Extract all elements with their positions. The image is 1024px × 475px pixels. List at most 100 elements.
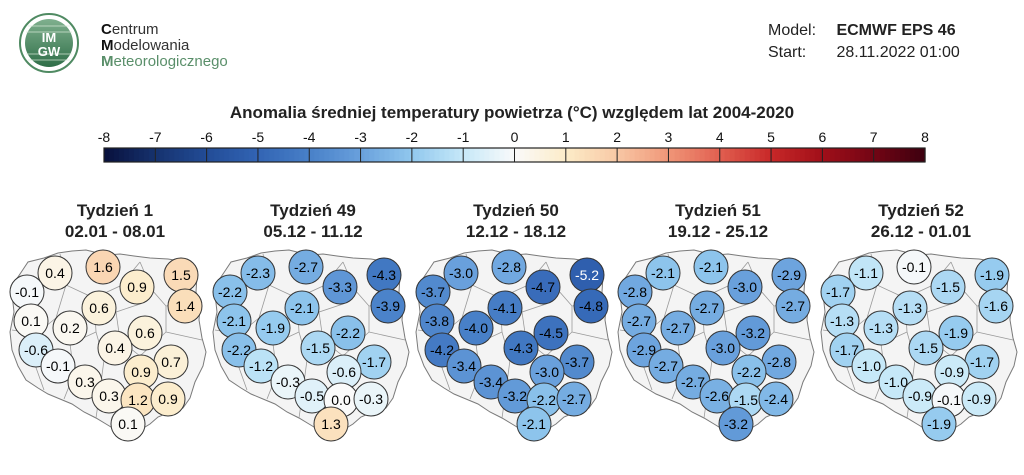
region-value-label: 0.1 — [21, 313, 41, 329]
region-circle — [255, 310, 291, 346]
chart-title: Anomalia średniej temperatury powietrza … — [229, 103, 795, 122]
region-circle — [758, 381, 794, 417]
region-value-label: -2.2 — [737, 364, 761, 380]
region-value-label: 1.6 — [93, 259, 113, 275]
region-circle — [896, 249, 932, 285]
region-value-label: 0.9 — [158, 391, 178, 407]
region-value-label: -3.2 — [503, 388, 527, 404]
colorbar: -8 -7 -6 -5 -4 -3 -2 -1 0 1 2 3 4 5 6 7 8 — [98, 129, 929, 163]
region-border — [976, 331, 1014, 341]
region-circle — [119, 269, 155, 305]
region-value-label: -1.9 — [944, 325, 968, 341]
region-circle — [908, 330, 944, 366]
region-circle — [660, 310, 696, 346]
map-panel-week-5: -1.1 -0.1 -1.9-1.7 -1.5-1.3 -1.6-1.3 -1.3 -1.9… — [820, 249, 1018, 442]
region-circle — [97, 330, 133, 366]
region-value-label: 0.3 — [75, 374, 95, 390]
colorbar-tick-label: 2 — [613, 129, 621, 145]
region-circle — [775, 288, 811, 324]
region-value-label: 0.2 — [60, 320, 80, 336]
region-value-label: -1.1 — [854, 265, 878, 281]
region-value-label: -0.9 — [908, 388, 932, 404]
region-value-label: -4.8 — [579, 298, 603, 314]
colorbar-tick-label: -8 — [98, 129, 111, 145]
region-circle — [446, 348, 482, 384]
region-circle — [458, 310, 494, 346]
region-value-label: 0.4 — [45, 265, 65, 281]
org-line-3: Meteorologicznego — [101, 53, 228, 70]
region-circle — [167, 288, 203, 324]
region-value-label: -2.2 — [532, 392, 556, 408]
region-value-label: 0.7 — [161, 354, 181, 370]
region-value-label: -1.5 — [306, 340, 330, 356]
region-circle — [313, 406, 349, 442]
region-circle — [240, 255, 276, 291]
region-value-label: -1.7 — [970, 354, 994, 370]
region-value-label: -2.4 — [764, 391, 788, 407]
region-value-label: -2.6 — [705, 388, 729, 404]
region-value-label: -0.1 — [46, 358, 70, 374]
region-value-label: -3.7 — [565, 354, 589, 370]
region-circle — [353, 381, 389, 417]
colorbar-tick-label: 0 — [511, 129, 519, 145]
week-1-title: Tydzień 1 02.01 - 08.01 — [64, 201, 166, 241]
region-value-label: -3.2 — [724, 416, 748, 432]
region-value-label: -1.5 — [914, 340, 938, 356]
region-value-label: -2.1 — [522, 416, 546, 432]
colorbar-tick-label: -6 — [200, 129, 213, 145]
region-circle — [848, 255, 884, 291]
region-value-label: -4.0 — [464, 320, 488, 336]
region-value-label: -1.6 — [984, 298, 1008, 314]
logo-text-top: IM — [42, 30, 56, 45]
region-value-label: -5.2 — [575, 267, 599, 283]
region-value-label: -1.3 — [869, 320, 893, 336]
region-circle — [503, 330, 539, 366]
region-circle — [735, 315, 771, 351]
region-value-label: -2.7 — [681, 374, 705, 390]
region-value-label: -2.7 — [294, 259, 318, 275]
region-value-label: 0.9 — [131, 364, 151, 380]
region-value-label: -3.8 — [425, 313, 449, 329]
region-circle — [978, 288, 1014, 324]
week-49-title: Tydzień 49 05.12 - 11.12 — [263, 201, 363, 241]
region-value-label: 0.9 — [127, 279, 147, 295]
region-circle — [525, 269, 561, 305]
region-value-label: 0.3 — [99, 388, 119, 404]
region-value-label: -3.3 — [328, 279, 352, 295]
map-panel-week-1: 0.4 1.6 1.5 -0.1 0.9 0.6 1.4 0.1 0.2 0.6 -0.6 0.4 0.… — [9, 249, 207, 442]
region-circle — [961, 381, 997, 417]
region-value-label: -4.2 — [430, 342, 454, 358]
org-line-2: Modelowania — [101, 37, 190, 54]
colorbar-tick-label: 5 — [767, 129, 775, 145]
region-value-label: -2.9 — [777, 267, 801, 283]
region-value-label: -2.1 — [290, 300, 314, 316]
region-value-label: -4.5 — [539, 325, 563, 341]
colorbar-tick-label: -2 — [406, 129, 419, 145]
region-circle — [127, 315, 163, 351]
region-circle — [150, 381, 186, 417]
region-circle — [938, 315, 974, 351]
region-value-label: 0.0 — [331, 392, 351, 408]
region-value-label: 0.6 — [135, 325, 155, 341]
region-value-label: -1.9 — [927, 416, 951, 432]
region-value-label: -1.5 — [734, 392, 758, 408]
region-circle — [645, 255, 681, 291]
region-value-label: -3.9 — [376, 298, 400, 314]
region-circle — [556, 381, 592, 417]
region-circle — [851, 348, 887, 384]
region-value-label: -0.5 — [300, 388, 324, 404]
region-circle — [930, 269, 966, 305]
region-value-label: -3.0 — [733, 279, 757, 295]
region-value-label: -1.2 — [249, 358, 273, 374]
region-circle — [491, 249, 527, 285]
region-value-label: -0.1 — [902, 259, 926, 275]
region-value-label: -0.9 — [967, 391, 991, 407]
region-value-label: -0.6 — [332, 364, 356, 380]
region-value-label: -4.3 — [509, 340, 533, 356]
region-circle — [718, 406, 754, 442]
region-value-label: -3.0 — [449, 265, 473, 281]
region-circle — [288, 249, 324, 285]
org-line-1: Centrum — [101, 21, 159, 38]
region-circle — [487, 290, 523, 326]
week-52-title: Tydzień 52 26.12 - 01.01 — [870, 201, 972, 241]
